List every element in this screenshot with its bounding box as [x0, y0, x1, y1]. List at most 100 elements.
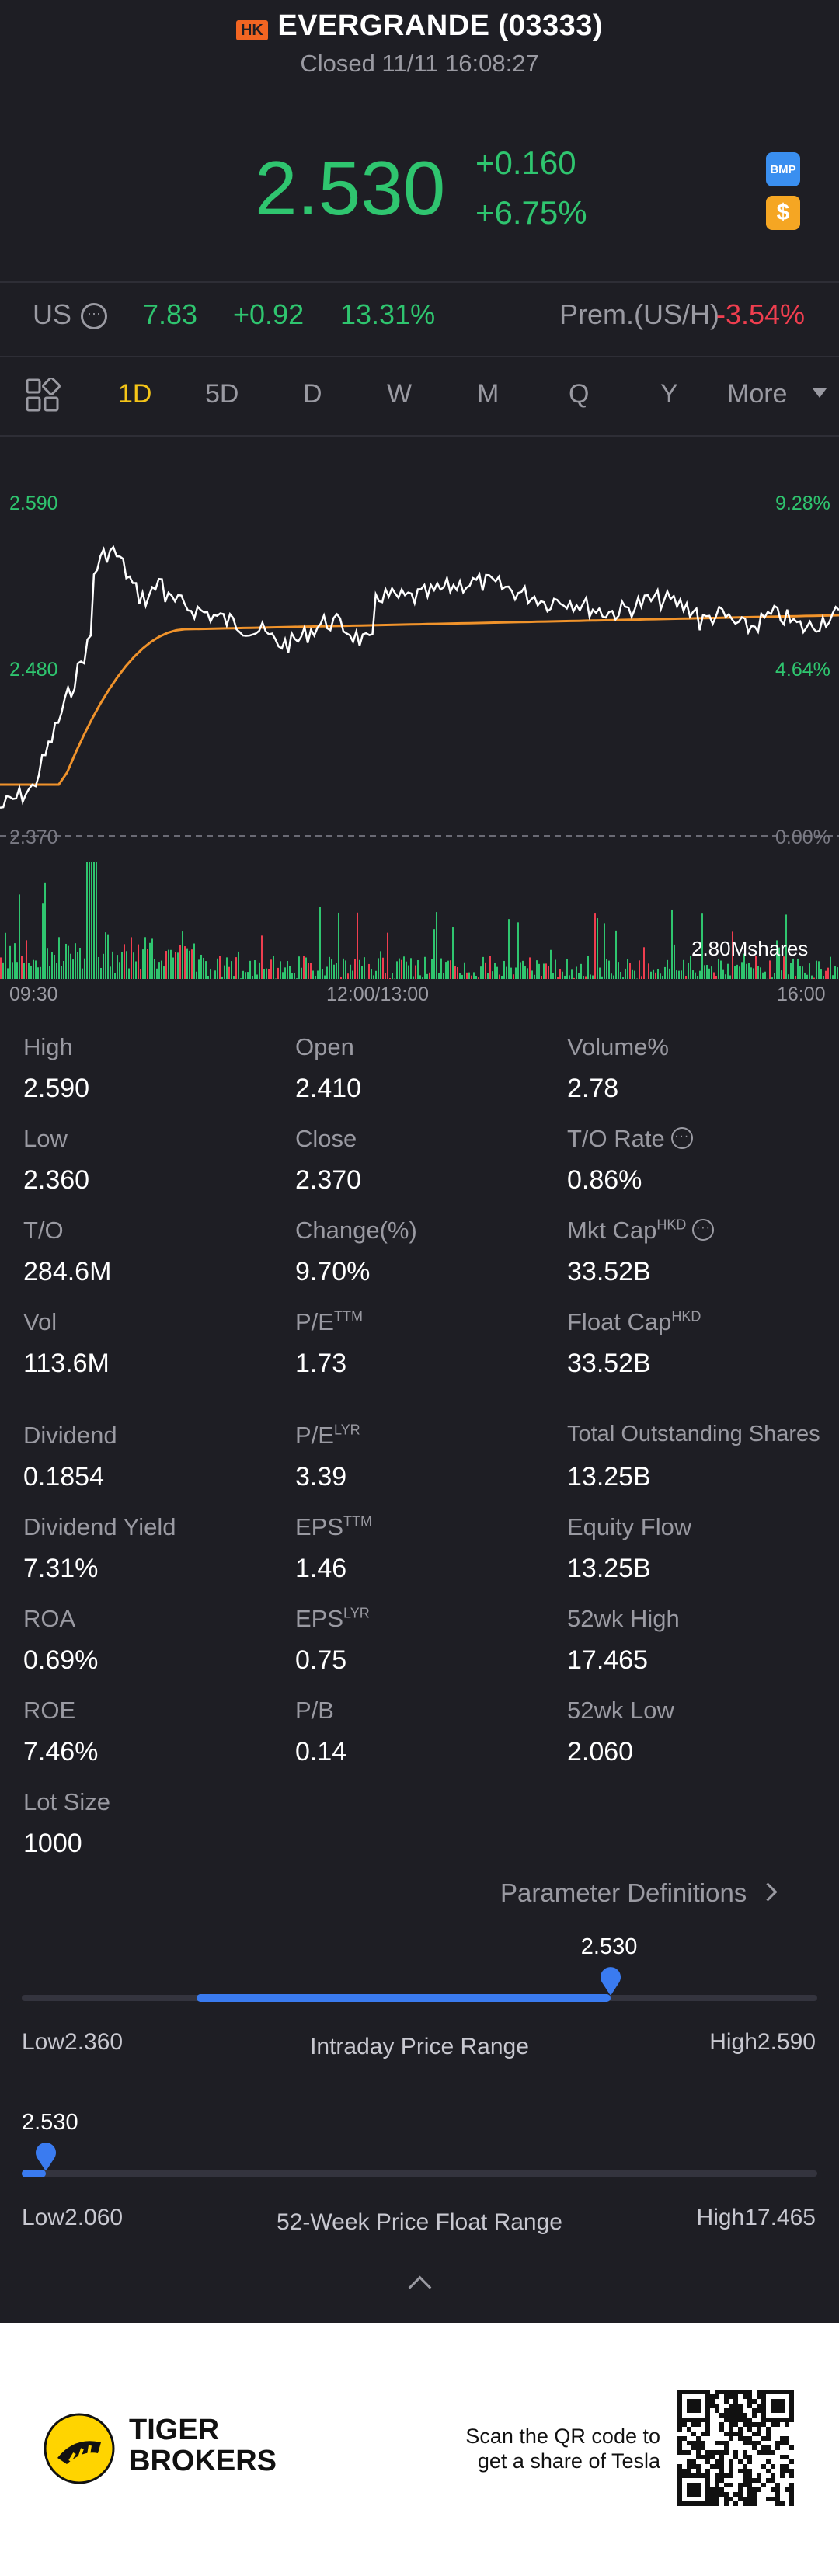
- volume-bar: [296, 978, 298, 979]
- volume-bar: [599, 967, 601, 979]
- volume-bar: [345, 960, 346, 979]
- volume-bar: [9, 945, 11, 979]
- volume-bar: [333, 964, 335, 979]
- volume-bar: [284, 967, 286, 979]
- volume-bar: [513, 974, 514, 979]
- tab-w[interactable]: W: [387, 379, 413, 409]
- volume-bar: [699, 970, 701, 979]
- volume-bar: [832, 975, 834, 979]
- tab-m[interactable]: M: [477, 379, 500, 409]
- us-quote-row[interactable]: US ··· 7.83 +0.92 13.31% Prem.(US/H) -3.…: [0, 295, 839, 342]
- tab-d[interactable]: D: [303, 379, 322, 409]
- volume-bar: [263, 969, 265, 979]
- stat-div-yield-label: Dividend Yield: [23, 1513, 176, 1540]
- tab-y[interactable]: Y: [660, 379, 678, 409]
- volume-bar: [114, 973, 116, 979]
- volume-bar: [103, 953, 104, 979]
- volume-bar: [706, 965, 708, 979]
- volume-bar: [375, 970, 377, 979]
- volume-bar: [492, 971, 493, 979]
- tab-q[interactable]: Q: [569, 379, 590, 409]
- volume-bar: [431, 959, 433, 979]
- volume-bar: [410, 958, 412, 979]
- volume-bar: [480, 966, 482, 979]
- intraday-high-label: High2.590: [709, 2029, 816, 2055]
- volume-bar: [466, 972, 468, 979]
- volume-bar: [701, 913, 703, 979]
- volume-bar: [583, 976, 584, 979]
- volume-bar: [121, 952, 123, 979]
- volume-bar: [338, 912, 339, 979]
- week52-low-label: Low2.060: [22, 2205, 124, 2230]
- volume-bar: [834, 966, 836, 979]
- stat-lot-size-label: Lot Size: [23, 1788, 111, 1815]
- tiger-logo-icon: [44, 2413, 115, 2484]
- volume-bar: [538, 963, 540, 979]
- volume-bar: [282, 972, 284, 979]
- volume-bar: [233, 976, 235, 979]
- volume-bar: [823, 976, 824, 979]
- volume-bar: [464, 962, 465, 979]
- market-status: Closed 11/11 16:08:27: [300, 50, 539, 77]
- chevron-down-icon[interactable]: [813, 388, 827, 398]
- tab-5d[interactable]: 5D: [205, 379, 239, 409]
- parameter-definitions-label: Parameter Definitions: [500, 1878, 747, 1907]
- volume-bar: [37, 967, 39, 979]
- volume-bar: [49, 966, 50, 979]
- info-icon[interactable]: ···: [670, 1126, 693, 1149]
- volume-bar: [422, 977, 423, 979]
- volume-bar: [795, 976, 796, 979]
- week52-fill: [22, 2170, 46, 2177]
- volume-bar: [804, 972, 806, 979]
- parameter-definitions-link[interactable]: Parameter Definitions: [500, 1878, 778, 1908]
- volume-bar: [291, 973, 293, 979]
- volume-bar: [722, 969, 724, 979]
- volume-bar: [343, 958, 344, 979]
- volume-bar: [336, 963, 337, 979]
- chevron-up-icon[interactable]: [408, 2275, 432, 2299]
- volume-bar: [788, 974, 789, 979]
- volume-bar: [364, 957, 365, 979]
- stat-dividend-label: Dividend: [23, 1422, 117, 1449]
- volume-bar: [632, 969, 633, 979]
- volume-bar: [517, 922, 519, 979]
- more-icon[interactable]: ···: [81, 303, 107, 329]
- volume-bar: [310, 963, 312, 979]
- tab-1d[interactable]: 1D: [118, 379, 152, 409]
- volume-bar: [144, 937, 146, 979]
- volume-bar: [249, 960, 251, 979]
- info-icon[interactable]: ···: [692, 1218, 715, 1241]
- volume-bar: [163, 966, 165, 979]
- volume-bar: [193, 943, 195, 979]
- volume-bar: [639, 960, 640, 979]
- stat-pb-value: 0.14: [295, 1737, 347, 1767]
- volume-bar: [562, 971, 563, 979]
- tab-more[interactable]: More: [727, 379, 788, 409]
- volume-bar: [298, 956, 300, 979]
- volume-bar: [641, 976, 642, 979]
- qr-caption-line1: Scan the QR code to: [465, 2425, 660, 2448]
- axis-price-low: 2.370: [9, 827, 58, 848]
- volume-bar: [690, 956, 691, 979]
- volume-bar: [557, 977, 559, 979]
- volume-bar: [573, 977, 575, 979]
- volume-bar: [816, 960, 817, 979]
- volume-bar: [501, 976, 503, 979]
- volume-bar: [131, 937, 132, 979]
- intraday-low-label: Low2.360: [22, 2029, 124, 2055]
- volume-bar: [611, 973, 612, 979]
- intraday-chart[interactable]: [0, 482, 839, 994]
- stat-div-yield-value: 7.31%: [23, 1554, 99, 1583]
- volume-bar: [266, 968, 267, 979]
- stat-lot-size-value: 1000: [23, 1829, 82, 1858]
- stat-low-value: 2.360: [23, 1165, 90, 1195]
- market-badge: HK: [235, 20, 268, 40]
- stat-dividend-value: 0.1854: [23, 1462, 104, 1492]
- layout-grid-icon[interactable]: [25, 377, 61, 413]
- stat-52wk-high-value: 17.465: [567, 1645, 648, 1675]
- stat-eps-lyr-sup: LYR: [343, 1605, 370, 1621]
- volume-bar: [622, 977, 624, 979]
- brand-line1: TIGER: [129, 2414, 220, 2446]
- dollar-icon[interactable]: $: [766, 196, 800, 230]
- bmp-icon[interactable]: BMP: [766, 152, 800, 186]
